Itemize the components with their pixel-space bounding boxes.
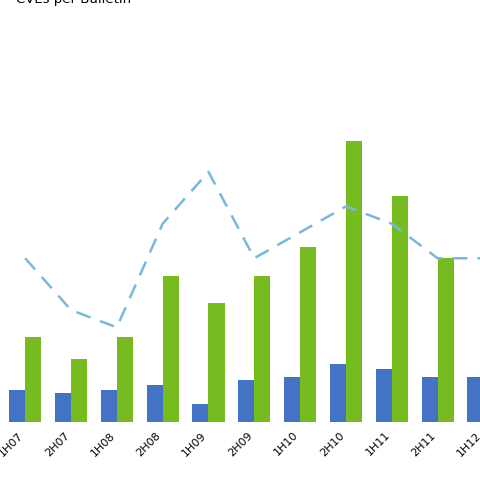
Bar (192, 404, 208, 422)
Bar (468, 377, 480, 422)
Bar (392, 196, 408, 422)
Bar (330, 364, 346, 422)
Bar (71, 359, 87, 422)
Bar (55, 393, 71, 422)
Bar (438, 258, 454, 422)
Legend: Security Bulletins, Unique CVEs, CVEs per Bulletin: Security Bulletins, Unique CVEs, CVEs pe… (0, 0, 133, 6)
Bar (163, 276, 179, 422)
Bar (9, 391, 25, 422)
Bar (254, 276, 270, 422)
Bar (300, 247, 316, 422)
Bar (117, 337, 133, 422)
Bar (284, 377, 300, 422)
Bar (238, 380, 254, 422)
Bar (101, 391, 117, 422)
Bar (346, 141, 362, 422)
Bar (208, 303, 225, 422)
Bar (376, 369, 392, 422)
Bar (421, 377, 438, 422)
Bar (25, 337, 41, 422)
Bar (146, 385, 163, 422)
